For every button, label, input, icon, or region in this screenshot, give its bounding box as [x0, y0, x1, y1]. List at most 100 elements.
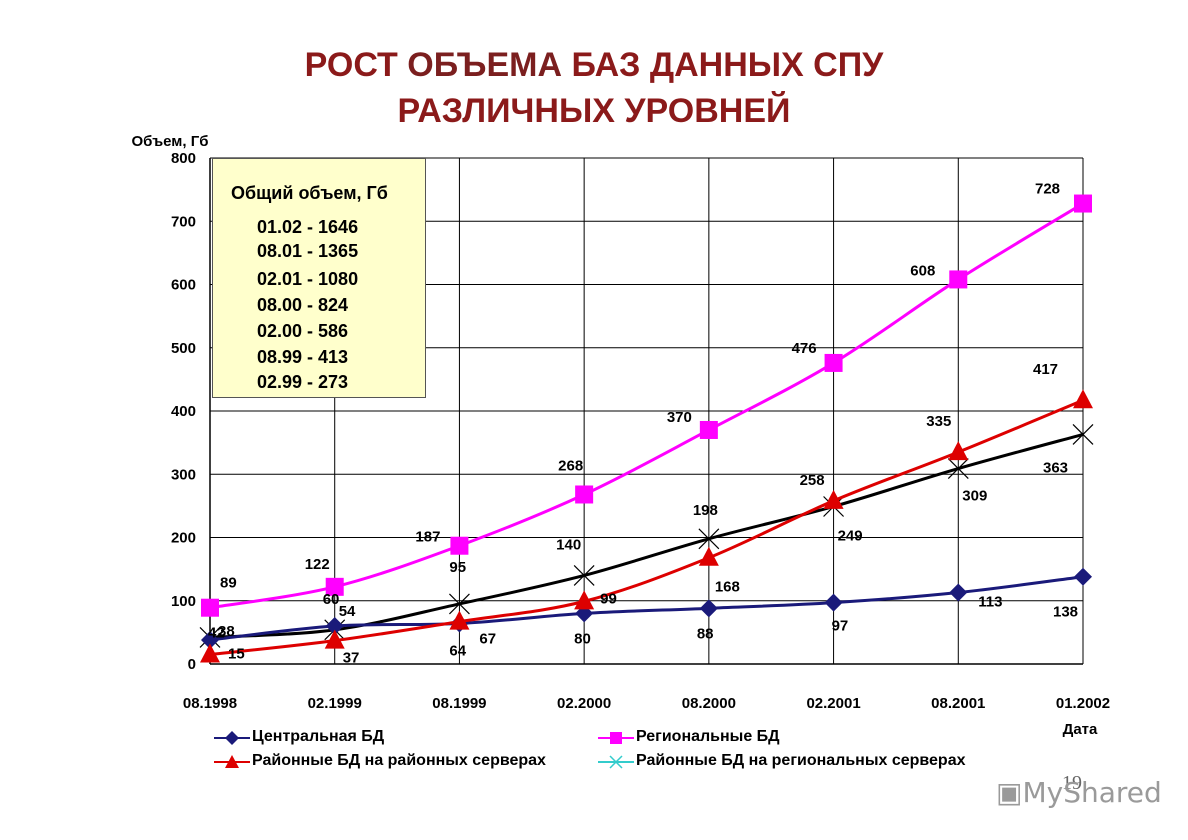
y-tick-label: 100 — [171, 593, 196, 610]
data-label: 60 — [323, 591, 340, 608]
data-point-triangle — [324, 629, 345, 649]
watermark: ▣MyShared — [996, 776, 1162, 809]
data-label: 268 — [558, 457, 583, 474]
x-axis-label: Дата — [1063, 721, 1098, 738]
total-volume-row: 02.99 - 273 — [257, 372, 349, 392]
data-label: 198 — [693, 502, 718, 519]
x-tick-label: 08.2001 — [931, 695, 985, 712]
title-line-2: РАЗЛИЧНЫХ УРОВНЕЙ — [397, 92, 791, 130]
y-tick-label: 400 — [171, 403, 196, 420]
data-label: 67 — [479, 631, 496, 648]
legend-marker-x — [598, 755, 634, 769]
data-label: 249 — [838, 528, 863, 545]
x-tick-label: 08.2000 — [682, 695, 736, 712]
data-label: 728 — [1035, 181, 1060, 198]
data-point-diamond — [949, 583, 968, 602]
data-label: 97 — [832, 618, 849, 635]
data-point-square — [450, 536, 469, 555]
data-label: 95 — [449, 559, 466, 576]
y-tick-label: 0 — [188, 656, 196, 673]
data-label: 140 — [556, 536, 581, 553]
title-line-1: РОСТ ОБЪЕМА БАЗ ДАННЫХ СПУ — [0, 42, 1188, 88]
data-label: 89 — [220, 575, 237, 592]
watermark-text: MyShared — [1022, 776, 1162, 809]
data-point-square — [575, 485, 594, 504]
data-label: 258 — [800, 472, 825, 489]
data-label: 42 — [208, 624, 225, 641]
legend-label: Региональные БД — [636, 728, 780, 745]
data-point-square — [824, 353, 843, 372]
data-point-triangle — [823, 489, 844, 509]
data-point-x — [449, 593, 470, 615]
data-label: 309 — [962, 488, 987, 505]
y-tick-label: 300 — [171, 466, 196, 483]
y-tick-label: 600 — [171, 277, 196, 294]
data-point-square — [325, 577, 344, 596]
data-point-x — [1072, 423, 1094, 445]
data-label: 54 — [339, 603, 356, 620]
data-point-triangle — [698, 546, 719, 566]
data-label: 15 — [228, 646, 245, 663]
series-line-district-db-regional — [209, 432, 1084, 639]
legend-label: Районные БД на региональных серверах — [636, 752, 966, 769]
total-volume-box: Общий объем, Гб 01.02 - 1646 08.01 - 136… — [212, 158, 426, 398]
legend-marker-diamond — [214, 731, 250, 745]
total-volume-row: 01.02 - 1646 — [257, 217, 359, 237]
data-label: 335 — [926, 413, 951, 430]
data-point-diamond — [824, 593, 843, 612]
data-label: 99 — [600, 590, 617, 607]
y-tick-label: 800 — [171, 150, 196, 167]
x-tick-label: 02.1999 — [308, 695, 362, 712]
data-label: 113 — [978, 594, 1002, 611]
data-point-triangle — [449, 610, 470, 630]
x-tick-label: 02.2000 — [557, 695, 611, 712]
series-line-district-db-local — [209, 398, 1084, 657]
data-label: 476 — [792, 340, 817, 357]
data-point-diamond — [325, 617, 344, 636]
total-volume-row: 02.01 - 1080 — [257, 269, 359, 289]
data-point-triangle — [1073, 389, 1093, 409]
x-tick-label: 08.1998 — [183, 695, 237, 712]
data-point-diamond — [1074, 567, 1092, 586]
data-label: 80 — [574, 630, 591, 647]
data-point-square — [201, 598, 219, 617]
data-label: 417 — [1033, 361, 1058, 378]
title-part: БАЗ ДАННЫХ СПУ — [562, 46, 884, 84]
total-volume-row: 08.99 - 413 — [257, 347, 349, 367]
legend-marker-square — [598, 732, 634, 744]
legend-label: Центральная БД — [252, 728, 385, 745]
data-point-square — [1074, 194, 1092, 213]
chart-title: РОСТ ОБЪЕМА БАЗ ДАННЫХ СПУ РАЗЛИЧНЫХ УРО… — [0, 42, 1188, 134]
data-label: 38 — [218, 623, 235, 640]
series-line-central-db — [209, 575, 1084, 642]
legend-marker-triangle — [214, 755, 250, 768]
legend-label: Районные БД на районных серверах — [252, 752, 546, 769]
total-volume-title: Общий объем, Гб — [231, 183, 388, 203]
y-tick-label: 200 — [171, 530, 196, 547]
data-point-x — [947, 458, 969, 479]
total-volume-row: 02.00 - 586 — [257, 321, 349, 341]
data-label: 363 — [1043, 459, 1068, 476]
y-axis-label: Объем, Гб — [131, 133, 208, 150]
data-point-x — [573, 565, 595, 586]
data-label: 370 — [667, 409, 692, 426]
x-tick-label: 02.2001 — [806, 695, 860, 712]
data-label: 122 — [305, 556, 330, 573]
data-point-x — [698, 528, 720, 550]
data-point-diamond — [201, 630, 219, 649]
data-point-diamond — [699, 599, 718, 618]
page-number: 19 — [1062, 772, 1082, 794]
data-point-triangle — [200, 643, 220, 663]
total-volume-row: 08.01 - 1365 — [257, 241, 359, 261]
data-label: 168 — [715, 579, 740, 596]
presentation-board-icon: ▣ — [996, 776, 1023, 809]
data-label: 88 — [697, 625, 714, 642]
data-point-triangle — [948, 441, 969, 461]
x-tick-label: 08.1999 — [432, 695, 486, 712]
title-highlight: ОБЪЕМА — [407, 46, 562, 84]
data-label: 187 — [415, 529, 440, 546]
y-tick-label: 500 — [171, 340, 196, 357]
x-tick-label: 01.2002 — [1056, 695, 1110, 712]
data-point-triangle — [574, 590, 595, 610]
